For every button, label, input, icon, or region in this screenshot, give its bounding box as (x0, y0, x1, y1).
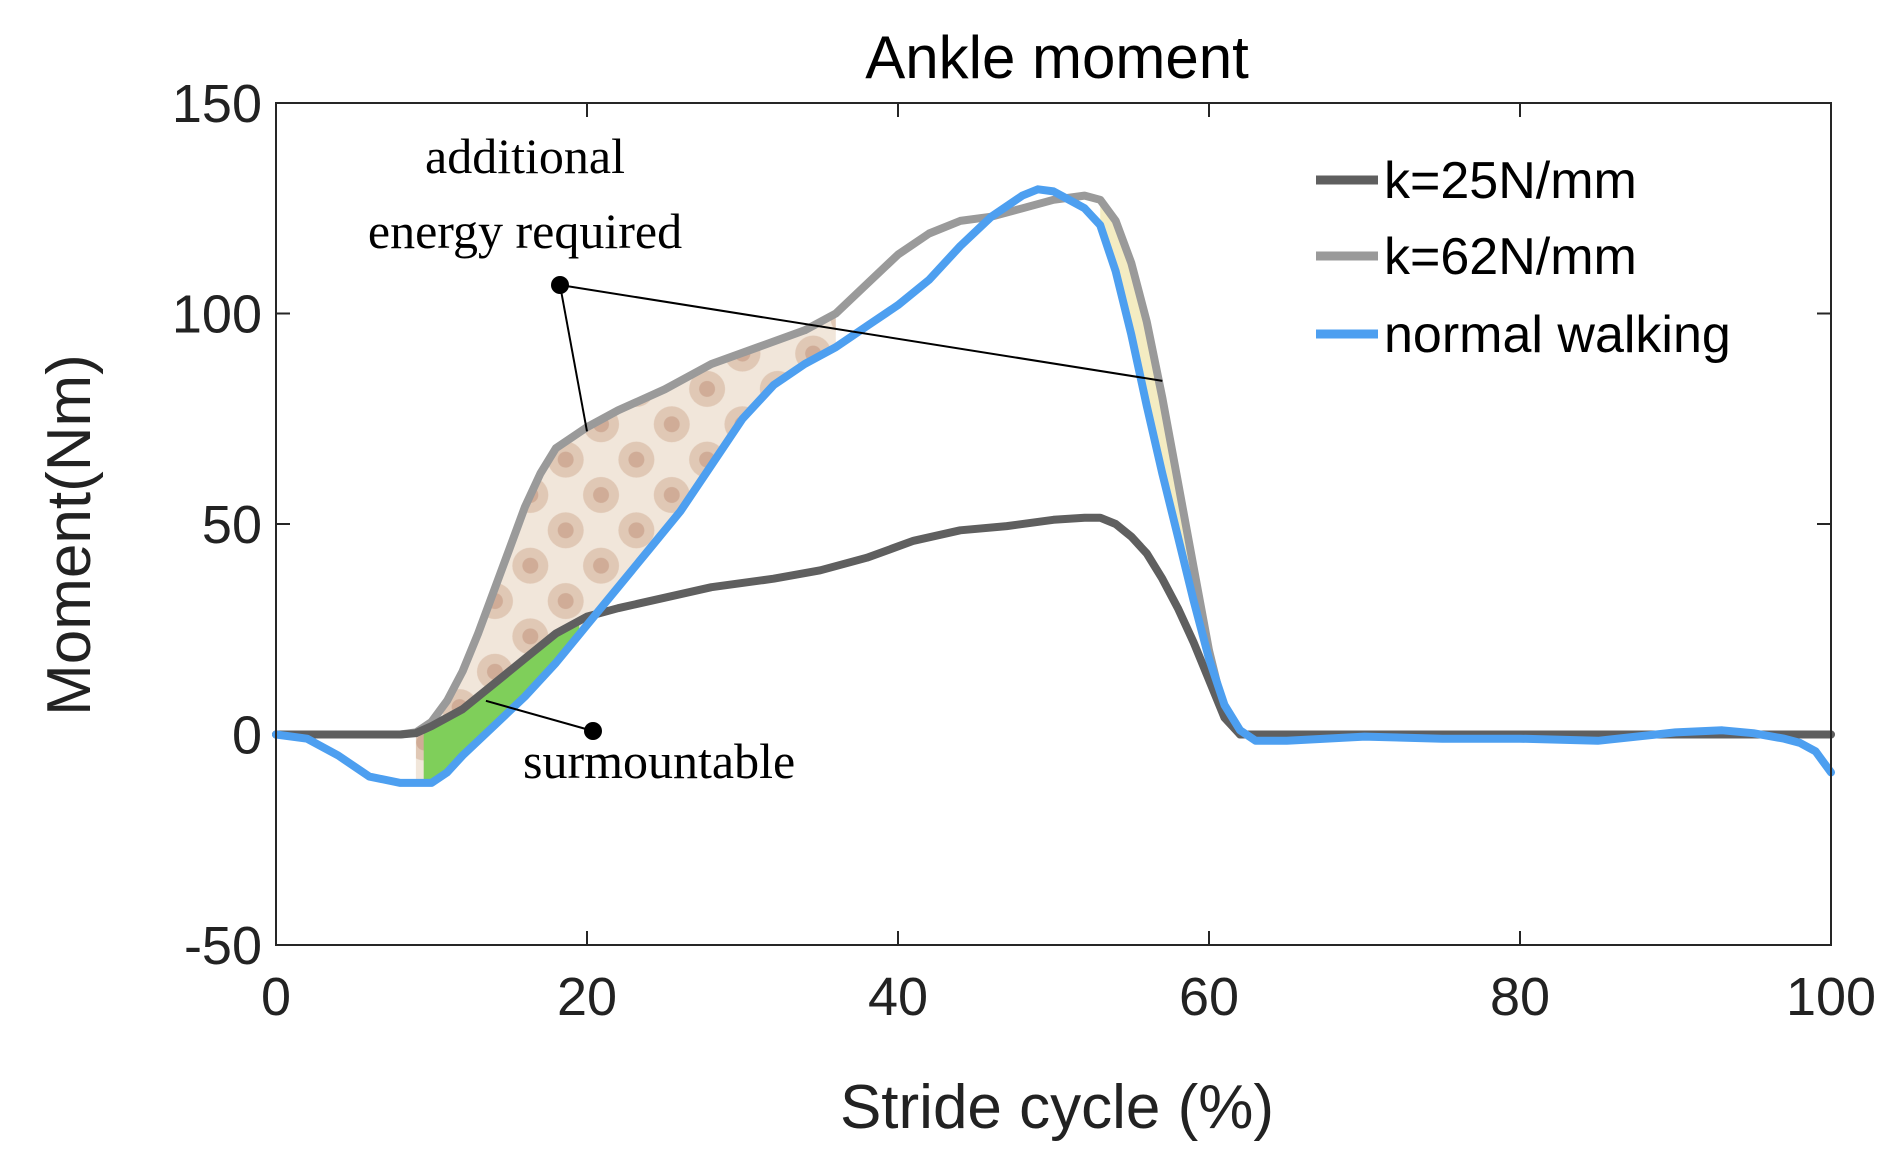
pointer-line (559, 284, 1163, 382)
y-axis-label: Moment(Nm) (35, 354, 104, 716)
x-tick-label: 80 (1490, 967, 1550, 1027)
pointer-line (485, 699, 594, 732)
x-tick-label: 100 (1786, 967, 1876, 1027)
series-line-normal-walking (272, 185, 1835, 787)
annotation-pointers (485, 276, 1163, 740)
annotation-surmountable: surmountable (523, 733, 795, 789)
x-tick-label: 0 (261, 967, 291, 1027)
pointer-dot (584, 722, 602, 740)
pointer-dot (551, 276, 569, 294)
x-tick-labels: 0 20 40 60 80 100 (261, 967, 1876, 1027)
x-axis-label: Stride cycle (%) (840, 1073, 1274, 1142)
x-tick-label: 40 (868, 967, 928, 1027)
shaded-areas (415, 199, 1225, 783)
y-tick-label: 50 (202, 495, 262, 555)
pointer-line (559, 284, 588, 432)
series-line-k-25n-mm (272, 513, 1835, 739)
y-tick-label: -50 (184, 916, 262, 976)
annotation-energy-required: energy required (368, 203, 682, 259)
chart-title: Ankle moment (865, 24, 1249, 91)
annotation-additional: additional (425, 128, 625, 184)
plot-frame (275, 102, 1832, 946)
x-tick-label: 60 (1179, 967, 1239, 1027)
legend-label-k25: k=25N/mm (1384, 152, 1637, 210)
y-tick-labels: -50 0 50 100 150 (172, 74, 262, 976)
legend: k=25N/mm k=62N/mm normal walking (1316, 152, 1731, 364)
series-lines (272, 185, 1835, 787)
y-tick-label: 100 (172, 285, 262, 345)
x-tick-label: 20 (557, 967, 617, 1027)
legend-label-normal: normal walking (1384, 306, 1731, 364)
legend-label-k62: k=62N/mm (1384, 228, 1637, 286)
y-tick-label: 150 (172, 74, 262, 134)
series-line-k-62n-mm (272, 191, 1835, 739)
area-surmountable (423, 620, 580, 783)
y-tick-label: 0 (232, 706, 262, 766)
